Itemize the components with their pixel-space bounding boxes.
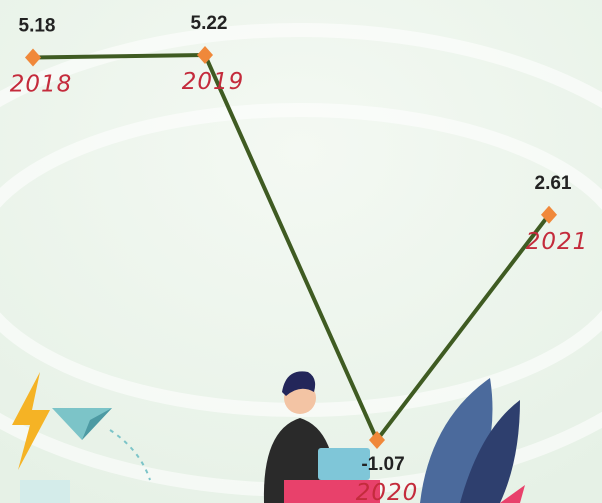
category-label: 2020 bbox=[356, 480, 419, 503]
category-label: 2019 bbox=[182, 69, 245, 95]
value-label: 5.22 bbox=[191, 13, 228, 34]
category-label: 2021 bbox=[526, 229, 589, 255]
value-label: 2.61 bbox=[535, 173, 572, 194]
value-label: -1.07 bbox=[361, 454, 404, 475]
chart: 5.18 2018 5.22 2019 -1.07 2020 2.61 2021 bbox=[0, 0, 602, 503]
value-label: 5.18 bbox=[19, 15, 56, 36]
category-label: 2018 bbox=[10, 71, 73, 97]
